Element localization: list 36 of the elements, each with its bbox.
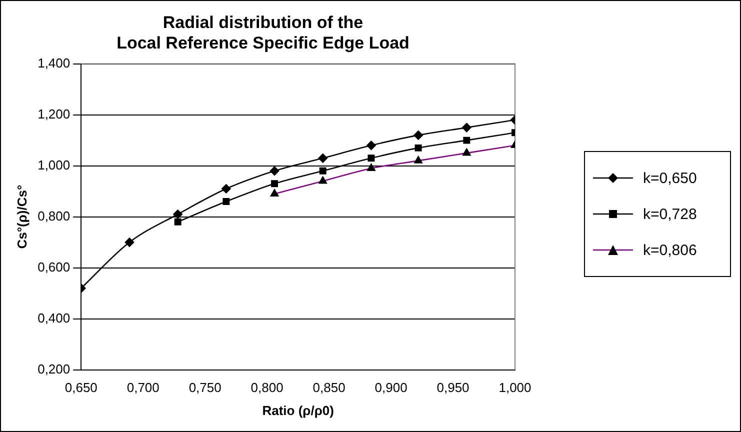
x-tick-label: 1,000 xyxy=(498,380,532,396)
x-tick-label: 0,900 xyxy=(374,380,408,396)
point xyxy=(319,167,326,174)
x-tick-label: 0,650 xyxy=(64,380,98,396)
x-tick-label: 0,850 xyxy=(312,380,346,396)
y-tick-label: 0,400 xyxy=(38,310,70,326)
y-tick-label: 0,200 xyxy=(38,361,70,376)
point xyxy=(222,184,231,194)
point xyxy=(462,122,472,132)
point xyxy=(174,218,182,226)
y-tick-label: 0,800 xyxy=(38,208,70,224)
point xyxy=(414,130,423,140)
legend-label: k=0,728 xyxy=(643,206,697,222)
point xyxy=(318,154,328,163)
legend-label: k=0,806 xyxy=(643,242,697,258)
point xyxy=(173,210,182,219)
point xyxy=(124,238,134,247)
x-tick-label: 0,800 xyxy=(250,380,284,396)
y-tick-label: 1,000 xyxy=(38,157,70,172)
x-tick-label: 0,950 xyxy=(436,380,470,396)
y-axis-title: Cs°(ρ)/Cs° xyxy=(14,184,30,249)
y-tick-label: 0,600 xyxy=(38,259,70,274)
legend-label: k=0,650 xyxy=(643,170,697,186)
y-tick-label: 1,400 xyxy=(38,55,70,70)
x-tick-label: 0,700 xyxy=(126,380,160,396)
point xyxy=(368,154,375,162)
y-tick-label: 1,200 xyxy=(38,106,70,122)
point xyxy=(222,198,230,205)
chart-title: Radial distribution of the Local Reference Specific Edge Load xyxy=(116,12,410,52)
point xyxy=(271,180,278,188)
point xyxy=(414,144,422,152)
point xyxy=(463,136,470,144)
point xyxy=(366,140,376,150)
x-axis-title: Ratio (ρ/ρ0) xyxy=(262,402,334,418)
x-tick-label: 0,750 xyxy=(188,380,222,396)
point xyxy=(270,166,280,176)
